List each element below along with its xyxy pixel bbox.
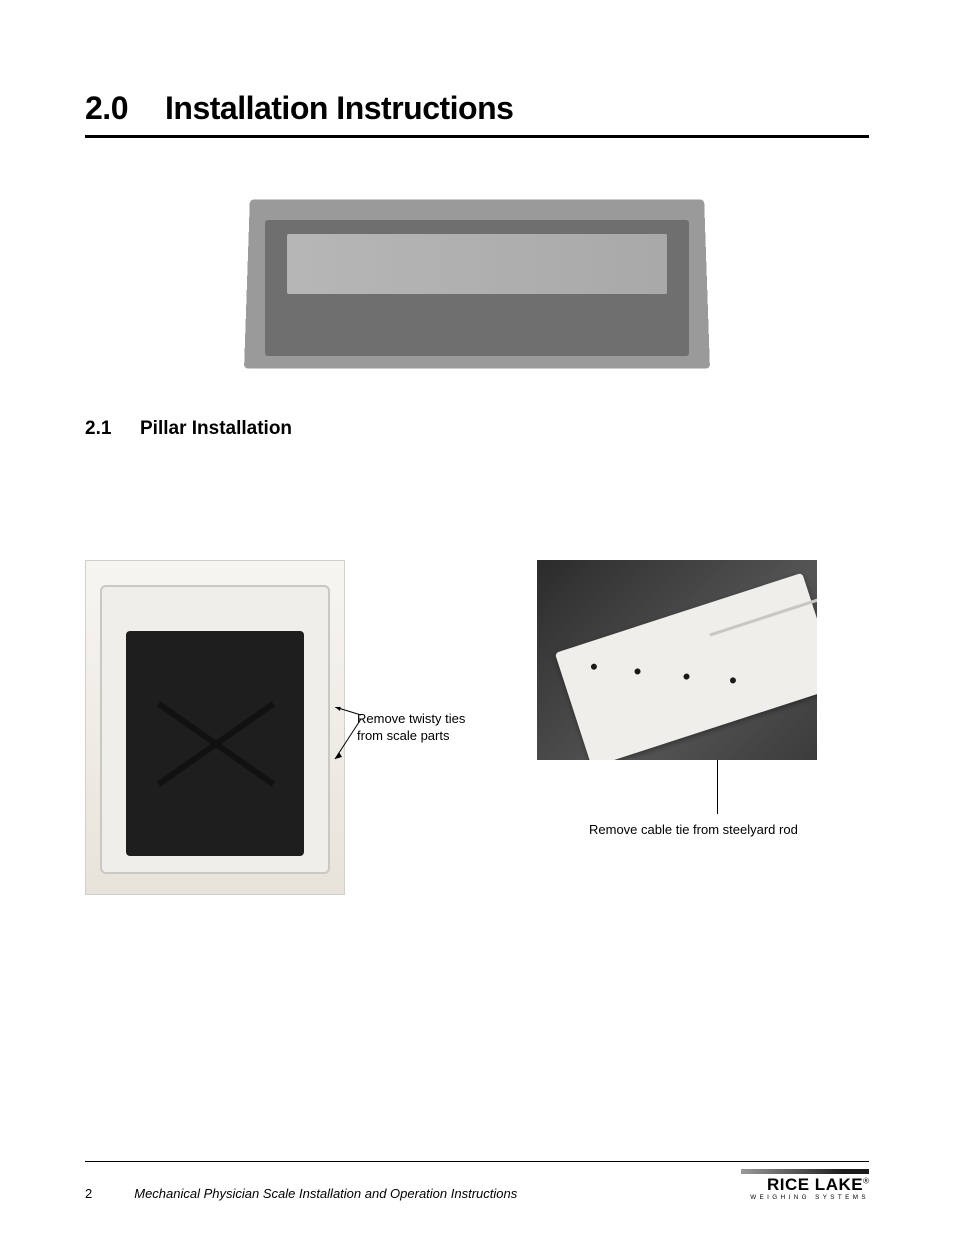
logo-brand: RICE LAKE bbox=[767, 1175, 863, 1194]
hole-shape bbox=[634, 668, 642, 676]
scale-base-photo bbox=[85, 560, 345, 895]
page: 2.0 Installation Instructions 2.1 Pillar… bbox=[0, 0, 954, 1235]
figure-row: Remove twisty ties from scale parts Remo… bbox=[85, 560, 869, 895]
left-figure-group: Remove twisty ties from scale parts bbox=[85, 560, 467, 895]
registered-icon: ® bbox=[863, 1176, 869, 1185]
box-contents bbox=[287, 234, 667, 294]
footer-rule bbox=[85, 1161, 869, 1162]
hole-shape bbox=[590, 663, 598, 671]
rice-lake-logo: RICE LAKE® WEIGHING SYSTEMS bbox=[741, 1169, 869, 1201]
left-annotation-text: Remove twisty ties from scale parts bbox=[357, 711, 465, 742]
section-header: 2.1 Pillar Installation bbox=[85, 418, 869, 440]
section-title: Pillar Installation bbox=[140, 418, 292, 440]
pillar-shape bbox=[555, 573, 817, 760]
footer-left: 2 Mechanical Physician Scale Installatio… bbox=[85, 1186, 517, 1201]
chapter-number: 2.0 bbox=[85, 90, 165, 127]
logo-tagline: WEIGHING SYSTEMS bbox=[750, 1195, 869, 1201]
section-number: 2.1 bbox=[85, 418, 140, 440]
right-figure-group: Remove cable tie from steelyard rod bbox=[537, 560, 817, 837]
hole-shape bbox=[729, 677, 737, 685]
hole-shape bbox=[683, 673, 691, 681]
right-annotation: Remove cable tie from steelyard rod bbox=[589, 822, 798, 837]
pointer-line bbox=[717, 752, 718, 814]
logo-brand-row: RICE LAKE® bbox=[767, 1176, 869, 1194]
chapter-title: Installation Instructions bbox=[165, 90, 513, 127]
footer-doc-title: Mechanical Physician Scale Installation … bbox=[134, 1186, 517, 1201]
page-footer: 2 Mechanical Physician Scale Installatio… bbox=[85, 1169, 869, 1201]
page-number: 2 bbox=[85, 1186, 92, 1201]
arrow-icon bbox=[333, 707, 363, 767]
logo-bar bbox=[741, 1169, 869, 1174]
left-annotation: Remove twisty ties from scale parts bbox=[357, 711, 467, 744]
packaging-figure bbox=[247, 198, 707, 368]
chapter-header: 2.0 Installation Instructions bbox=[85, 90, 869, 138]
pillar-photo bbox=[537, 560, 817, 760]
